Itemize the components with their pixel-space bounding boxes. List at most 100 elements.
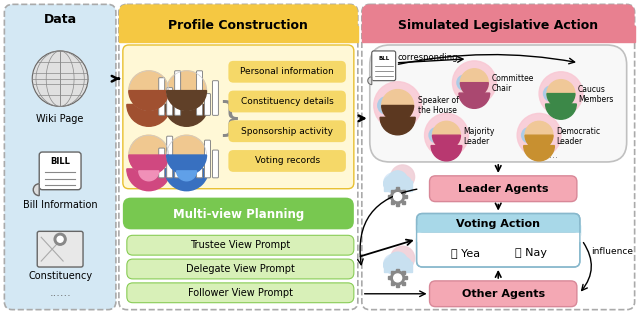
Wedge shape — [129, 155, 169, 175]
Circle shape — [547, 80, 575, 107]
FancyBboxPatch shape — [127, 283, 354, 303]
Bar — [402, 201, 404, 204]
Circle shape — [129, 71, 169, 111]
Bar — [388, 276, 391, 279]
FancyBboxPatch shape — [205, 140, 211, 178]
FancyBboxPatch shape — [123, 198, 354, 229]
Bar — [390, 190, 394, 192]
Text: }: } — [218, 99, 242, 137]
FancyBboxPatch shape — [127, 235, 354, 255]
Bar — [402, 190, 404, 192]
Circle shape — [452, 61, 496, 105]
Text: ......: ...... — [49, 288, 71, 298]
Circle shape — [166, 135, 207, 175]
Text: Profile Construction: Profile Construction — [168, 19, 308, 32]
Circle shape — [394, 193, 402, 201]
Text: BILL: BILL — [50, 157, 70, 166]
Wedge shape — [433, 135, 460, 149]
Bar — [404, 195, 407, 198]
Text: Trustee View Prompt: Trustee View Prompt — [190, 240, 291, 250]
Wedge shape — [525, 135, 553, 149]
Wedge shape — [33, 184, 39, 196]
FancyBboxPatch shape — [166, 136, 173, 178]
Text: Multi-view Planning: Multi-view Planning — [173, 208, 304, 221]
Circle shape — [396, 257, 412, 273]
Text: Personal information: Personal information — [240, 67, 334, 76]
Circle shape — [429, 127, 444, 143]
Circle shape — [390, 190, 404, 203]
Circle shape — [388, 252, 408, 272]
Text: Simulated Legislative Action: Simulated Legislative Action — [398, 19, 598, 32]
Circle shape — [388, 171, 408, 191]
FancyBboxPatch shape — [372, 51, 396, 81]
Circle shape — [390, 165, 415, 189]
Circle shape — [460, 69, 488, 96]
Text: Bill Information: Bill Information — [23, 200, 97, 210]
Text: Leader Agents: Leader Agents — [458, 184, 548, 194]
Wedge shape — [127, 169, 171, 191]
Text: Members: Members — [578, 95, 613, 104]
Wedge shape — [129, 91, 169, 111]
Circle shape — [390, 271, 404, 285]
Bar — [388, 195, 391, 198]
Bar — [396, 268, 399, 272]
Circle shape — [539, 72, 583, 115]
Wedge shape — [380, 117, 415, 135]
FancyBboxPatch shape — [362, 4, 635, 42]
Circle shape — [32, 51, 88, 106]
Wedge shape — [166, 155, 207, 175]
FancyBboxPatch shape — [429, 176, 577, 202]
Bar — [390, 271, 394, 274]
Text: Data: Data — [44, 13, 77, 26]
Text: Wiki Page: Wiki Page — [36, 114, 84, 124]
Circle shape — [433, 121, 460, 149]
Circle shape — [374, 82, 422, 129]
Text: Follower View Prompt: Follower View Prompt — [188, 288, 293, 298]
Wedge shape — [459, 93, 490, 108]
Text: Leader: Leader — [556, 137, 582, 146]
Bar — [384, 181, 412, 191]
Text: BLL: BLL — [378, 57, 389, 61]
FancyBboxPatch shape — [175, 158, 180, 178]
FancyBboxPatch shape — [127, 259, 354, 279]
Wedge shape — [139, 171, 159, 181]
FancyBboxPatch shape — [205, 94, 211, 115]
Wedge shape — [127, 105, 171, 126]
Text: Voting Action: Voting Action — [456, 219, 540, 230]
FancyBboxPatch shape — [370, 45, 627, 162]
Circle shape — [54, 233, 66, 245]
Circle shape — [522, 127, 537, 143]
Bar — [396, 203, 399, 206]
Bar — [390, 201, 394, 204]
FancyBboxPatch shape — [123, 45, 354, 189]
FancyBboxPatch shape — [196, 158, 202, 178]
Bar — [119, 26, 358, 42]
Wedge shape — [524, 146, 554, 161]
FancyBboxPatch shape — [417, 214, 580, 235]
Wedge shape — [547, 94, 575, 107]
Bar — [390, 282, 394, 285]
FancyBboxPatch shape — [166, 88, 173, 115]
FancyBboxPatch shape — [4, 4, 116, 310]
FancyBboxPatch shape — [212, 81, 218, 115]
Circle shape — [384, 176, 399, 192]
Bar — [402, 271, 404, 274]
Wedge shape — [164, 169, 209, 191]
Text: 👎 Nay: 👎 Nay — [515, 248, 547, 258]
Circle shape — [166, 71, 207, 111]
FancyBboxPatch shape — [228, 150, 346, 172]
Text: Caucus: Caucus — [578, 85, 605, 94]
Text: corresponding: corresponding — [397, 53, 458, 62]
Text: influence: influence — [591, 247, 632, 256]
FancyBboxPatch shape — [362, 4, 635, 310]
Text: Leader: Leader — [463, 137, 490, 146]
FancyBboxPatch shape — [175, 71, 180, 115]
Circle shape — [378, 97, 396, 114]
FancyBboxPatch shape — [196, 71, 202, 115]
Circle shape — [424, 113, 468, 157]
Text: Constituency: Constituency — [28, 271, 92, 281]
Text: Sponsorship activity: Sponsorship activity — [241, 127, 333, 136]
Text: Delegate View Prompt: Delegate View Prompt — [186, 264, 295, 274]
Bar — [417, 233, 580, 241]
Wedge shape — [460, 83, 488, 96]
